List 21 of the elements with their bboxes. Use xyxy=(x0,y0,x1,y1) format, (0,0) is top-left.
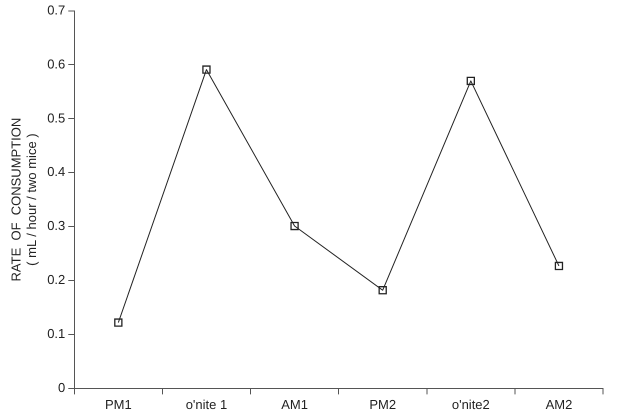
point xyxy=(466,76,476,86)
point xyxy=(290,222,299,230)
point xyxy=(378,286,387,294)
y-tick-label: 0.1 xyxy=(47,326,66,342)
y-tick-label: 0.4 xyxy=(47,164,66,180)
x-tick-label: AM1 xyxy=(281,396,308,412)
point xyxy=(114,318,123,327)
y-tick-label: 0.2 xyxy=(47,272,66,288)
x-tick-label: AM2 xyxy=(546,396,572,412)
y-tick-label: 0.5 xyxy=(47,110,66,126)
x-tick-label: PM1 xyxy=(104,396,132,412)
y-tick-label: 0.7 xyxy=(47,2,66,18)
point xyxy=(202,65,211,74)
y-axis-title: RATE OF CONSUMPTION ( mL / hour / two mice ) xyxy=(8,118,39,282)
y-tick-label: 0.6 xyxy=(47,56,66,72)
x-tick-label: PM2 xyxy=(369,396,396,412)
point xyxy=(554,262,564,270)
x-tick-label: o'nite2 xyxy=(452,396,490,412)
y-tick-label: 0 xyxy=(58,380,66,395)
x-tick-label: o'nite 1 xyxy=(186,396,228,412)
y-tick-label: 0.3 xyxy=(47,218,66,234)
